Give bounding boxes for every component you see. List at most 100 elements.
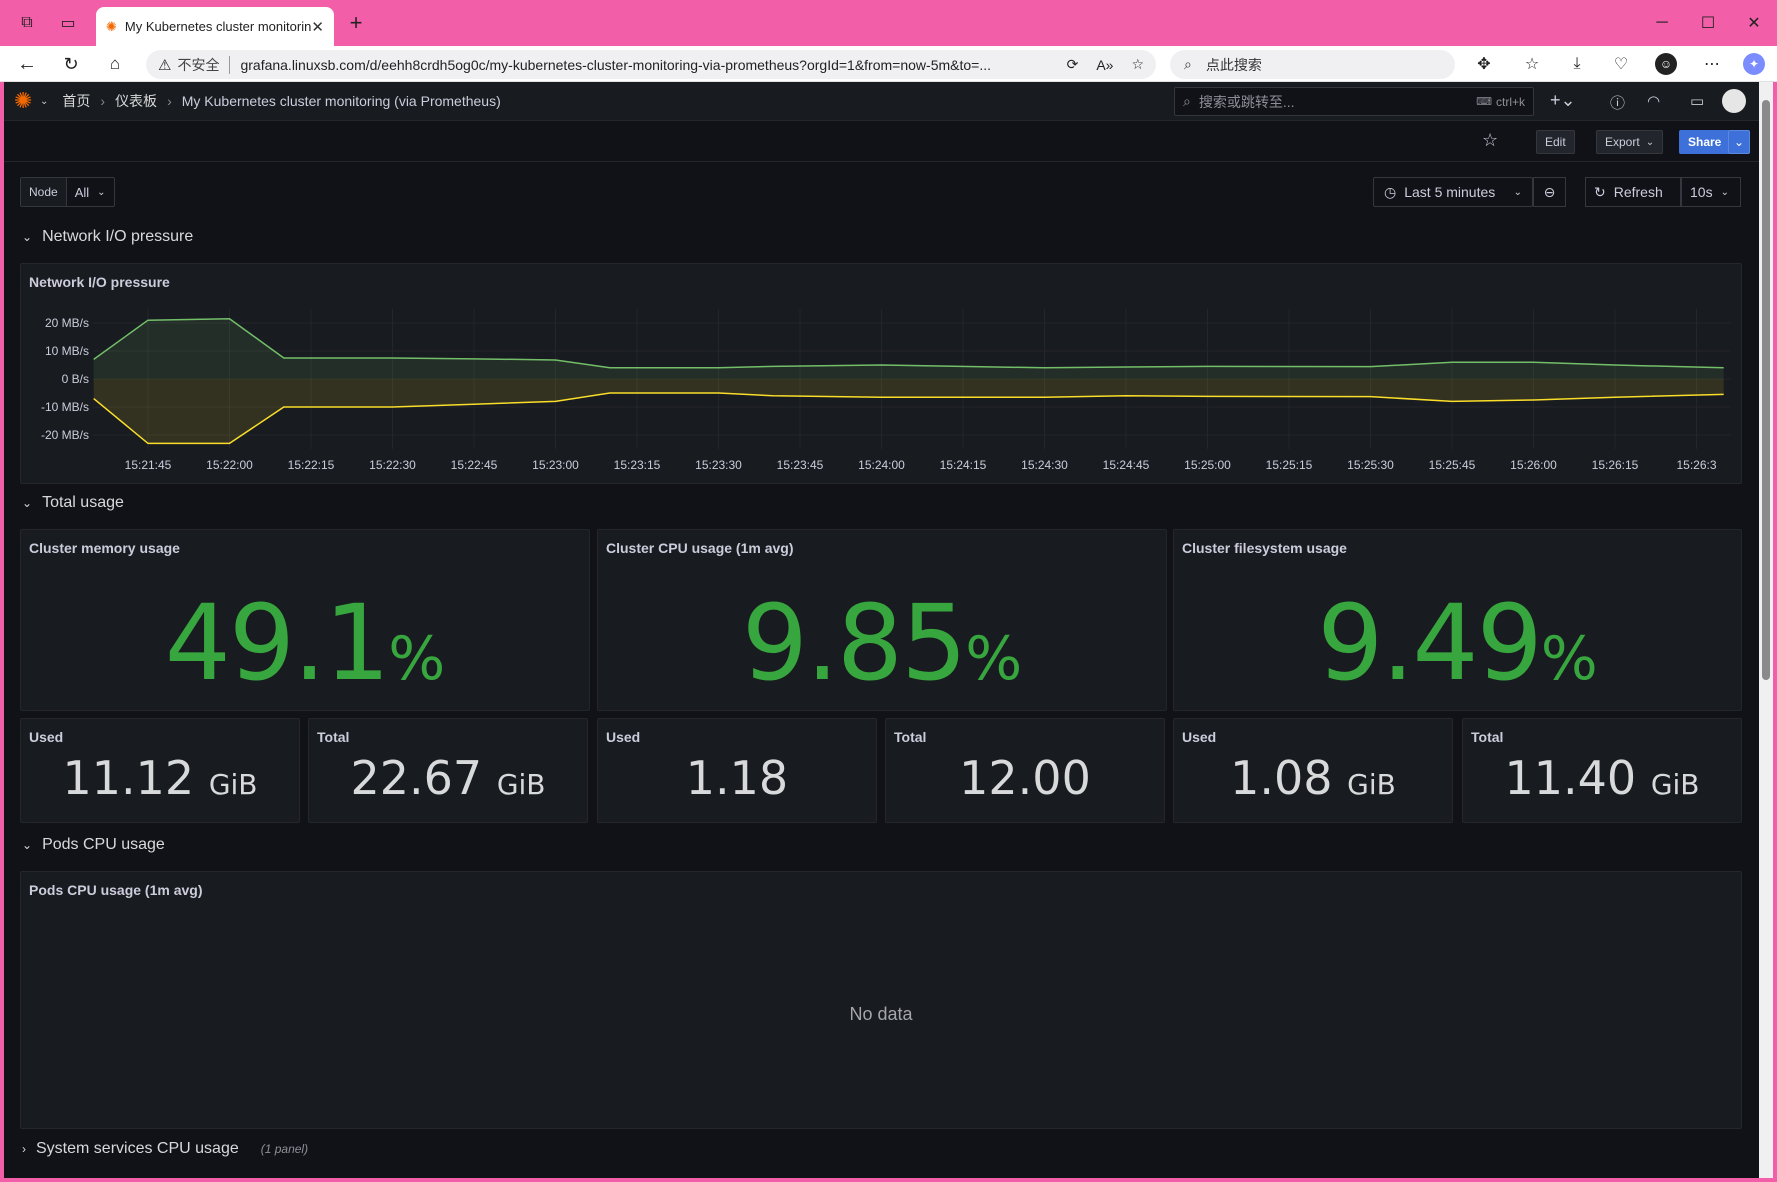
- breadcrumb-dashboards[interactable]: 仪表板: [115, 93, 158, 109]
- chevron-right-icon: ›: [22, 1142, 26, 1156]
- share-dropdown-button[interactable]: ⌄: [1728, 130, 1751, 154]
- url-text: grafana.linuxsb.com/d/eehh8crdh5og0c/my-…: [240, 56, 991, 73]
- browser-search-field[interactable]: ⌕ 点此搜索: [1170, 50, 1455, 79]
- reload-icon[interactable]: ↻: [63, 53, 79, 74]
- new-tab-icon[interactable]: +: [349, 10, 363, 35]
- breadcrumb-current: My Kubernetes cluster monitoring (via Pr…: [181, 93, 501, 109]
- export-label: Export: [1605, 135, 1640, 149]
- refresh-icon: ↻: [1594, 183, 1606, 200]
- row-total-usage[interactable]: ⌄ Total usage: [22, 494, 124, 512]
- maximize-icon[interactable]: ☐: [1700, 15, 1716, 32]
- refresh-interval-value: 10s: [1690, 184, 1713, 200]
- stat-label: Total: [317, 729, 350, 745]
- export-button[interactable]: Export ⌄: [1596, 130, 1664, 154]
- stat-label: Used: [29, 729, 64, 745]
- chevron-down-icon: ⌄: [1720, 186, 1729, 198]
- x-tick-label: 15:22:00: [206, 458, 253, 472]
- minimize-icon[interactable]: ─: [1656, 14, 1668, 31]
- chevron-down-icon: ⌄: [22, 230, 33, 244]
- home-icon[interactable]: ⌂: [109, 54, 121, 73]
- window-frame-right: [1773, 82, 1777, 1182]
- x-tick-label: 15:26:00: [1510, 458, 1557, 472]
- row-system-services[interactable]: › System services CPU usage (1 panel): [22, 1140, 308, 1158]
- browser-address-bar: ← ↻ ⌂ ⚠ 不安全 grafana.linuxsb.com/d/eehh8c…: [0, 46, 1777, 82]
- extensions-icon[interactable]: ✥: [1477, 56, 1491, 73]
- search-icon: ⌕: [1184, 56, 1192, 72]
- favorites-icon[interactable]: ☆: [1524, 56, 1540, 73]
- grafana-app: ✺ ⌄ 首页 › 仪表板 › My Kubernetes cluster mon…: [4, 82, 1759, 1178]
- y-tick-label: -20 MB/s: [41, 428, 89, 442]
- row-system-title: System services CPU usage: [36, 1140, 239, 1157]
- time-range-picker[interactable]: ◷ Last 5 minutes ⌄: [1373, 177, 1533, 207]
- profile-avatar-icon[interactable]: ☺: [1655, 53, 1677, 75]
- close-window-icon[interactable]: ✕: [1747, 15, 1761, 32]
- filesystem-panel-title: Cluster filesystem usage: [1182, 540, 1347, 556]
- heart-shield-icon[interactable]: ♡: [1613, 56, 1629, 73]
- row-pods-title: Pods CPU usage: [42, 836, 165, 853]
- chevron-down-icon: ⌄: [22, 496, 33, 510]
- scrollbar-thumb[interactable]: [1762, 100, 1770, 680]
- zoom-out-button[interactable]: ⊖: [1533, 177, 1566, 207]
- share-button[interactable]: Share: [1679, 130, 1731, 154]
- browser-search-placeholder: 点此搜索: [1205, 56, 1262, 73]
- stat-panel: Used 1.08 GiB: [1173, 718, 1453, 823]
- browser-tab-title: My Kubernetes cluster monitoring: [124, 19, 312, 34]
- more-menu-icon[interactable]: ⋯: [1704, 56, 1720, 73]
- translate-icon[interactable]: ⟳: [1066, 56, 1079, 72]
- warning-icon: ⚠: [158, 56, 172, 74]
- refresh-interval-picker[interactable]: 10s ⌄: [1681, 177, 1741, 207]
- no-data-message: No data: [849, 1004, 913, 1024]
- stat-value: 12.00: [959, 751, 1091, 805]
- edit-button[interactable]: Edit: [1536, 130, 1575, 154]
- chevron-down-icon[interactable]: ⌄: [40, 95, 49, 107]
- breadcrumb-home[interactable]: 首页: [62, 93, 91, 109]
- series-area-1: [93, 379, 1724, 444]
- node-variable-value[interactable]: All: [74, 184, 90, 200]
- workspaces-icon[interactable]: ⧉: [21, 14, 33, 31]
- node-variable[interactable]: Node All ⌄: [20, 177, 115, 207]
- help-icon[interactable]: ⓘ: [1610, 95, 1626, 112]
- y-tick-label: 20 MB/s: [45, 316, 89, 330]
- stat-label: Used: [1182, 729, 1217, 745]
- x-tick-label: 15:22:30: [369, 458, 416, 472]
- x-tick-label: 15:24:45: [1103, 458, 1150, 472]
- row-pods-cpu[interactable]: ⌄ Pods CPU usage: [22, 836, 165, 854]
- memory-panel-title: Cluster memory usage: [29, 540, 180, 556]
- chevron-down-icon: ⌄: [1513, 186, 1522, 198]
- grafana-search-input[interactable]: ⌕ 搜索或跳转至... ⌨ ctrl+k: [1174, 87, 1534, 116]
- add-new-icon[interactable]: +⌄: [1550, 90, 1576, 110]
- close-tab-icon[interactable]: ✕: [311, 18, 324, 36]
- back-icon[interactable]: ←: [17, 52, 37, 75]
- news-rss-icon[interactable]: ◠: [1647, 93, 1661, 110]
- series-line-1: [93, 392, 1724, 445]
- row-network-io[interactable]: ⌄ Network I/O pressure: [22, 228, 193, 246]
- dashboard-toolbar: ☆ Edit Export ⌄ Share ⌄: [4, 121, 1759, 162]
- filesystem-usage-panel: Cluster filesystem usage 9.49%: [1173, 529, 1742, 711]
- row-total-title: Total usage: [42, 494, 124, 511]
- x-tick-label: 15:22:15: [288, 458, 335, 472]
- read-aloud-icon[interactable]: A»: [1096, 56, 1114, 73]
- series-area-0: [93, 318, 1724, 379]
- kiosk-mode-icon[interactable]: ▭: [1690, 93, 1705, 110]
- node-variable-label: Node: [21, 178, 67, 206]
- browser-tab-active[interactable]: ✺ My Kubernetes cluster monitoring ✕: [96, 7, 334, 46]
- stat-panel: Total 22.67 GiB: [308, 718, 588, 823]
- x-tick-label: 15:26:3: [1676, 458, 1716, 472]
- favorite-star-icon[interactable]: ☆: [1131, 56, 1144, 72]
- page-scrollbar[interactable]: [1759, 82, 1773, 1178]
- stat-label: Total: [894, 729, 927, 745]
- security-label: 不安全: [177, 56, 220, 73]
- chevron-down-icon: ⌄: [22, 838, 33, 852]
- user-avatar[interactable]: [1722, 89, 1746, 113]
- downloads-icon[interactable]: ⤓: [1573, 55, 1581, 72]
- x-tick-label: 15:25:00: [1184, 458, 1231, 472]
- copilot-icon[interactable]: ✦: [1743, 53, 1765, 75]
- tab-actions-icon[interactable]: ▭: [60, 15, 76, 32]
- grafana-logo-icon[interactable]: ✺: [14, 88, 33, 113]
- refresh-button[interactable]: ↻ Refresh: [1585, 177, 1681, 207]
- network-io-chart: 20 MB/s 10 MB/s 0 B/s -10 MB/s -20 MB/s 15:21…: [41, 309, 1731, 472]
- url-field[interactable]: ⚠ 不安全 grafana.linuxsb.com/d/eehh8crdh5og…: [146, 50, 1156, 79]
- time-range-label: Last 5 minutes: [1404, 184, 1496, 200]
- mark-favorite-star-icon[interactable]: ☆: [1482, 130, 1499, 150]
- x-tick-label: 15:23:00: [532, 458, 579, 472]
